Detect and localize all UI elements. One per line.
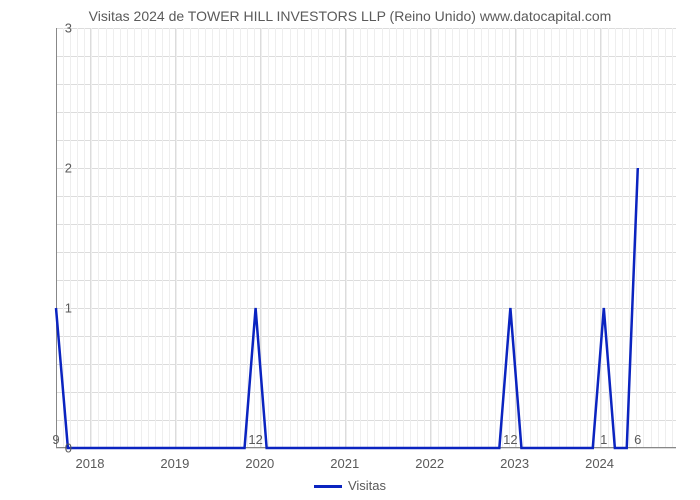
- peak-value-label: 6: [634, 432, 641, 447]
- peak-value-label: 12: [503, 432, 517, 447]
- legend-label: Visitas: [348, 478, 386, 493]
- x-tick-label: 2018: [76, 456, 105, 471]
- peak-value-label: 9: [52, 432, 59, 447]
- chart-plot-area: [56, 28, 676, 448]
- x-tick-label: 2023: [500, 456, 529, 471]
- peak-value-label: 1: [600, 432, 607, 447]
- x-tick-label: 2020: [245, 456, 274, 471]
- x-tick-label: 2021: [330, 456, 359, 471]
- legend: Visitas: [0, 478, 700, 493]
- y-tick-label: 2: [58, 161, 72, 176]
- series-line: [56, 28, 676, 448]
- y-tick-label: 3: [58, 21, 72, 36]
- peak-value-label: 12: [248, 432, 262, 447]
- chart-title: Visitas 2024 de TOWER HILL INVESTORS LLP…: [0, 8, 700, 24]
- y-tick-label: 1: [58, 301, 72, 316]
- x-tick-label: 2019: [160, 456, 189, 471]
- legend-swatch: [314, 485, 342, 488]
- x-tick-label: 2022: [415, 456, 444, 471]
- x-tick-label: 2024: [585, 456, 614, 471]
- y-tick-label: 0: [58, 441, 72, 456]
